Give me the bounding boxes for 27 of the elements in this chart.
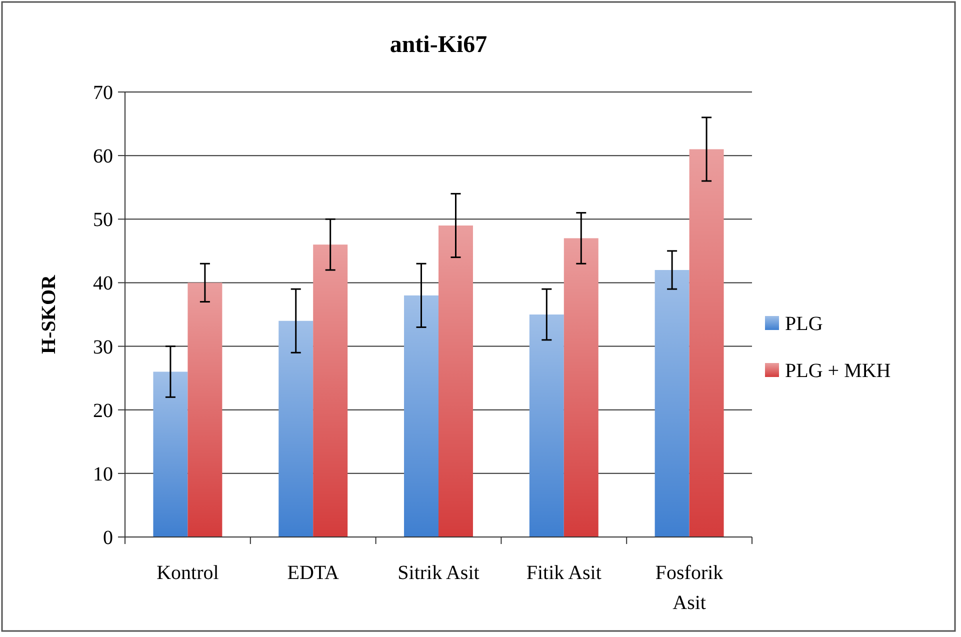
- x-tick-label: Fitik Asit: [526, 562, 602, 584]
- x-tick-label: Sitrik Asit: [398, 562, 480, 584]
- x-tick-label: EDTA: [287, 562, 340, 584]
- y-tick-label: 60: [93, 146, 113, 168]
- x-tick-label: Fosforik Asit: [655, 562, 724, 614]
- y-tick-label: 10: [93, 463, 113, 486]
- bar: [529, 314, 564, 537]
- legend-label: PLG: [785, 313, 823, 335]
- bar: [689, 149, 724, 537]
- bar: [564, 238, 598, 537]
- x-tick-label: Kontrol: [156, 562, 220, 584]
- chart-title: anti-Ki67: [390, 32, 488, 58]
- bar: [654, 270, 690, 537]
- y-tick-label: 30: [93, 336, 113, 358]
- bar: [188, 282, 222, 537]
- y-tick-label: 70: [93, 82, 113, 104]
- bar: [153, 372, 188, 537]
- bar: [404, 295, 438, 537]
- y-tick-label: 0: [103, 527, 113, 549]
- bar: [313, 244, 348, 537]
- y-axis-title: H-SKOR: [38, 274, 60, 354]
- legend-label: PLG + MKH: [785, 360, 891, 382]
- bar: [438, 226, 473, 537]
- y-tick-label: 20: [93, 400, 113, 422]
- y-tick-label: 40: [93, 272, 113, 295]
- y-tick-label: 50: [93, 209, 113, 232]
- bar: [278, 320, 314, 537]
